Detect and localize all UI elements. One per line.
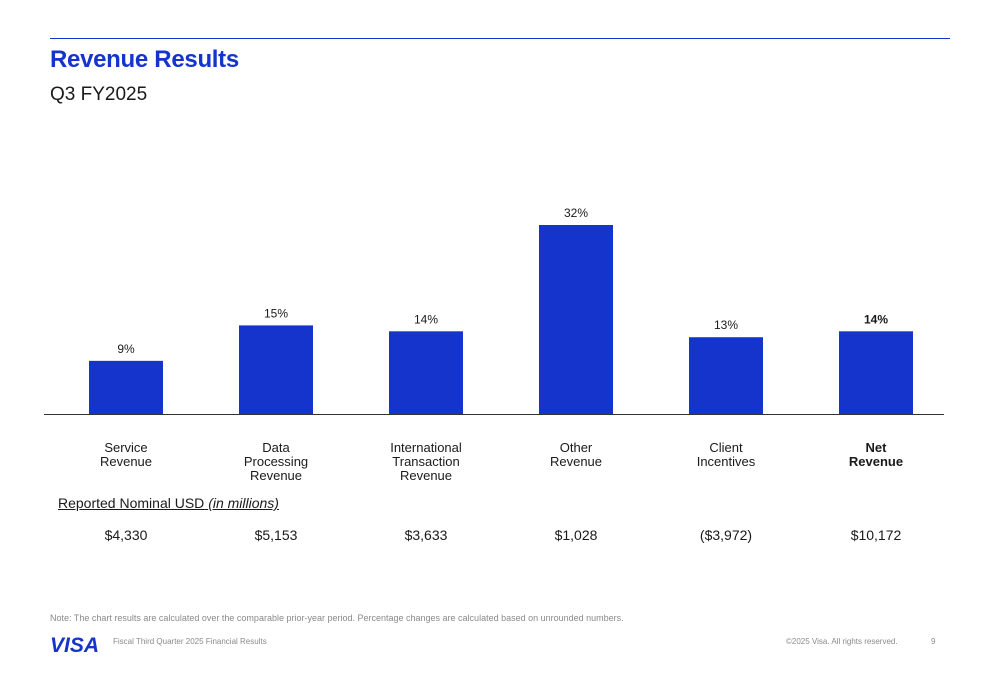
bar	[689, 337, 763, 414]
reported-value: ($3,972)	[699, 527, 753, 543]
visa-logo-text: VISA	[50, 634, 99, 656]
bar	[539, 225, 613, 414]
bar-value-label: 15%	[264, 306, 288, 320]
reported-value: $3,633	[404, 527, 448, 543]
category-label: Net Revenue	[848, 440, 904, 469]
footnote: Note: The chart results are calculated o…	[50, 613, 624, 623]
page-title: Revenue Results	[50, 46, 239, 73]
category-label: Data Processing Revenue	[243, 440, 309, 483]
footer-copyright: ©2025 Visa. All rights reserved.	[786, 637, 898, 646]
category-label: Client Incentives	[696, 440, 756, 469]
reported-value: $10,172	[850, 527, 902, 543]
reported-heading: Reported Nominal USD (in millions)	[58, 495, 279, 511]
footer-title: Fiscal Third Quarter 2025 Financial Resu…	[113, 637, 267, 646]
bar	[839, 331, 913, 414]
bar-value-label: 14%	[864, 312, 888, 326]
reported-value: $1,028	[554, 527, 598, 543]
category-label: Other Revenue	[549, 440, 603, 469]
page-subtitle: Q3 FY2025	[50, 84, 148, 105]
reported-value: $4,330	[104, 527, 148, 543]
category-label: Service Revenue	[99, 440, 153, 469]
bar	[89, 360, 163, 414]
bar-value-label: 32%	[564, 206, 588, 220]
header-rule	[50, 38, 950, 39]
bar-chart: 9% 15% 14% 32% 13% 14%	[44, 206, 944, 415]
bar-value-label: 9%	[117, 342, 135, 356]
page-number: 9	[931, 637, 936, 646]
bar	[239, 325, 313, 414]
bar-value-label: 13%	[714, 318, 738, 332]
visa-logo: VISA	[50, 634, 99, 656]
category-label: International Transaction Revenue	[390, 440, 462, 483]
bar	[389, 331, 463, 414]
bar-value-label: 14%	[414, 312, 438, 326]
reported-value: $5,153	[254, 527, 298, 543]
